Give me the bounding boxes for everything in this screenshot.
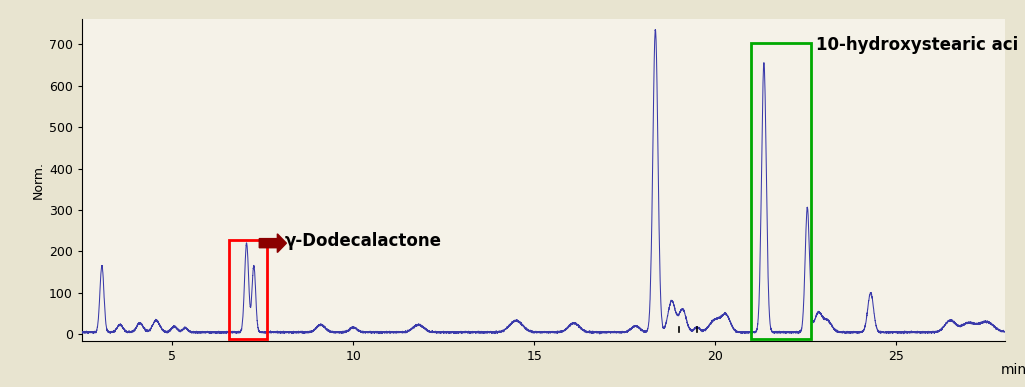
X-axis label: min: min	[1000, 363, 1025, 377]
Y-axis label: Norm.: Norm.	[32, 161, 45, 199]
Bar	[751, 43, 811, 339]
Text: γ-Dodecalactone: γ-Dodecalactone	[285, 232, 442, 250]
Text: 10-hydroxystearic aci: 10-hydroxystearic aci	[816, 36, 1019, 54]
FancyArrow shape	[259, 234, 286, 252]
Bar	[229, 240, 266, 339]
